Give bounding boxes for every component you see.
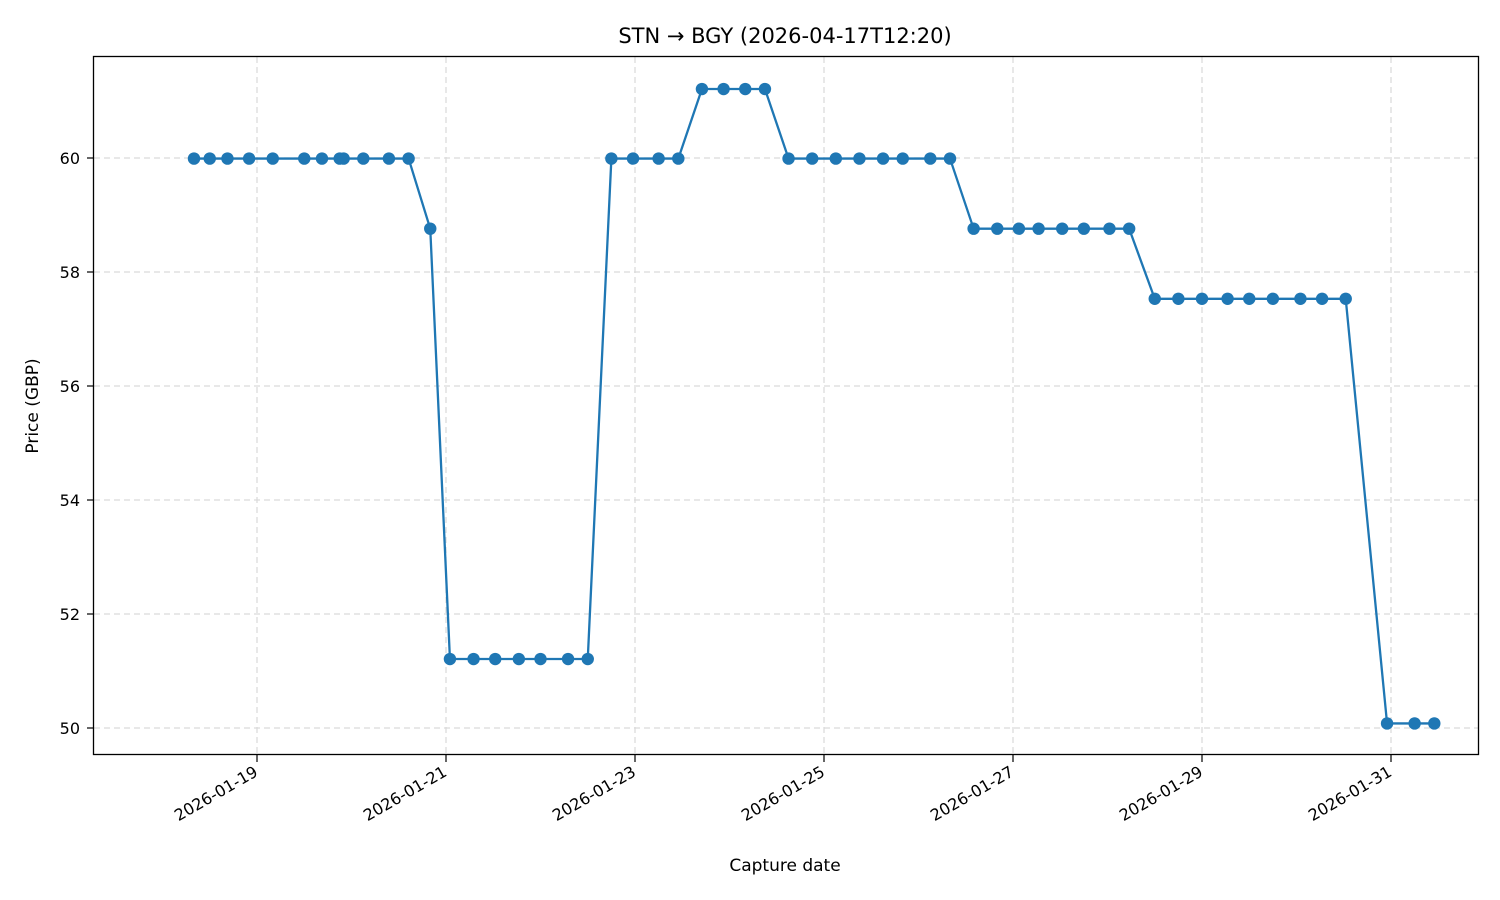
data-point-marker	[489, 652, 502, 666]
data-point-marker	[467, 652, 480, 666]
data-point-marker	[357, 152, 370, 165]
x-axis-label: Capture date	[729, 856, 840, 876]
data-point-marker	[1221, 292, 1234, 305]
y-axis-ticks: 50 52 54 56 58 60	[60, 149, 93, 738]
data-point-marker	[1172, 292, 1185, 305]
x-tick-label: 2026-01-19	[171, 762, 261, 825]
data-point-marker	[337, 152, 350, 165]
data-point-marker	[1103, 222, 1116, 235]
x-tick-label: 2026-01-31	[1305, 762, 1395, 825]
data-point-marker	[876, 152, 890, 165]
data-point-marker	[1339, 292, 1352, 305]
data-point-marker	[221, 152, 234, 165]
x-tick-label: 2026-01-27	[927, 762, 1017, 825]
data-point-marker	[203, 152, 216, 165]
price-line	[194, 87, 1435, 725]
data-point-marker	[717, 82, 730, 96]
data-point-marker	[1012, 222, 1026, 235]
data-point-marker	[1077, 222, 1091, 235]
data-point-marker	[1408, 717, 1421, 730]
data-point-marker	[805, 152, 819, 165]
data-point-marker	[896, 152, 909, 165]
y-tick-label: 50	[60, 719, 80, 738]
price-series	[187, 82, 1441, 730]
data-point-marker	[943, 152, 957, 165]
grid-lines	[94, 57, 1478, 754]
data-point-marker	[402, 152, 415, 165]
data-point-marker	[443, 652, 457, 666]
data-point-marker	[1266, 292, 1280, 305]
data-point-marker	[782, 152, 795, 165]
data-point-marker	[1195, 292, 1209, 305]
data-point-marker	[1056, 222, 1069, 235]
data-point-marker	[1122, 222, 1136, 235]
data-point-marker	[991, 222, 1004, 235]
x-tick-label: 2026-01-29	[1116, 762, 1206, 825]
x-tick-label: 2026-01-25	[738, 762, 828, 825]
data-point-marker	[605, 152, 618, 165]
data-point-marker	[853, 152, 866, 165]
y-tick-label: 52	[60, 605, 80, 624]
data-point-marker	[1294, 292, 1307, 305]
y-tick-label: 60	[60, 149, 80, 168]
data-point-marker	[382, 152, 396, 165]
data-point-marker	[534, 652, 547, 666]
y-tick-label: 58	[60, 263, 80, 282]
data-point-marker	[266, 152, 279, 165]
data-point-marker	[1243, 292, 1256, 305]
data-point-marker	[315, 152, 329, 165]
data-point-marker	[829, 152, 843, 165]
chart-title: STN → BGY (2026-04-17T12:20)	[618, 24, 951, 48]
data-point-marker	[695, 82, 709, 96]
x-axis-ticks: 2026-01-19 2026-01-21 2026-01-23 2026-01-25…	[171, 755, 1395, 825]
plot-area-frame	[92, 55, 1480, 756]
data-point-marker	[626, 152, 640, 165]
data-point-marker	[672, 152, 685, 165]
data-point-marker	[187, 152, 201, 165]
y-tick-label: 56	[60, 377, 80, 396]
y-tick-label: 54	[60, 491, 80, 510]
data-point-marker	[739, 82, 752, 96]
data-point-marker	[298, 152, 311, 165]
y-axis-label: Price (GBP)	[23, 358, 43, 453]
x-tick-label: 2026-01-23	[549, 762, 639, 825]
data-point-marker	[512, 652, 526, 666]
data-point-marker	[1315, 292, 1329, 305]
data-point-marker	[652, 152, 665, 165]
data-point-marker	[424, 222, 437, 235]
x-tick-label: 2026-01-21	[360, 762, 450, 825]
data-point-marker	[758, 82, 772, 96]
data-point-marker	[1428, 717, 1441, 730]
data-point-marker	[242, 152, 256, 165]
data-point-marker	[561, 652, 575, 666]
data-point-marker	[1032, 222, 1045, 235]
data-point-marker	[967, 222, 980, 235]
data-point-marker	[924, 152, 937, 165]
data-point-marker	[1380, 717, 1394, 730]
data-point-marker	[1148, 292, 1161, 305]
data-point-marker	[581, 652, 594, 666]
